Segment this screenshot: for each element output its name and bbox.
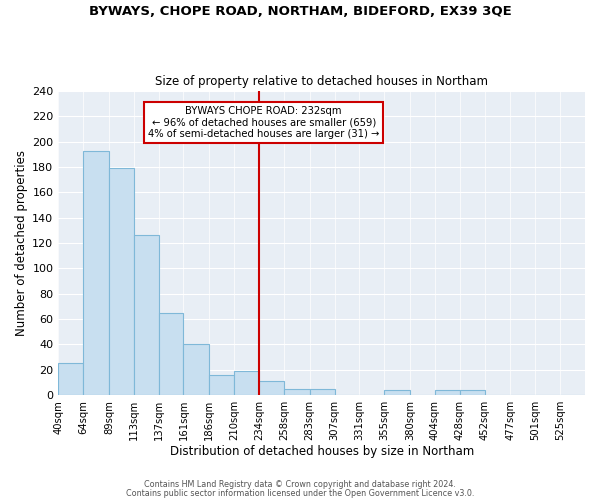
- Bar: [435, 390, 460, 395]
- Text: Contains public sector information licensed under the Open Government Licence v3: Contains public sector information licen…: [126, 488, 474, 498]
- Bar: [184, 344, 209, 395]
- Y-axis label: Number of detached properties: Number of detached properties: [15, 150, 28, 336]
- Bar: [83, 150, 109, 395]
- Bar: [58, 364, 83, 395]
- Bar: [158, 313, 184, 395]
- Bar: [284, 389, 310, 395]
- Bar: [384, 390, 410, 395]
- Bar: [209, 375, 234, 395]
- Text: Contains HM Land Registry data © Crown copyright and database right 2024.: Contains HM Land Registry data © Crown c…: [144, 480, 456, 489]
- Bar: [234, 371, 259, 395]
- Bar: [109, 168, 134, 395]
- Bar: [460, 390, 485, 395]
- Title: Size of property relative to detached houses in Northam: Size of property relative to detached ho…: [155, 76, 488, 88]
- Text: BYWAYS CHOPE ROAD: 232sqm
← 96% of detached houses are smaller (659)
4% of semi-: BYWAYS CHOPE ROAD: 232sqm ← 96% of detac…: [148, 106, 379, 140]
- Bar: [134, 236, 158, 395]
- Text: BYWAYS, CHOPE ROAD, NORTHAM, BIDEFORD, EX39 3QE: BYWAYS, CHOPE ROAD, NORTHAM, BIDEFORD, E…: [89, 5, 511, 18]
- X-axis label: Distribution of detached houses by size in Northam: Distribution of detached houses by size …: [170, 444, 474, 458]
- Bar: [310, 389, 335, 395]
- Bar: [259, 381, 284, 395]
